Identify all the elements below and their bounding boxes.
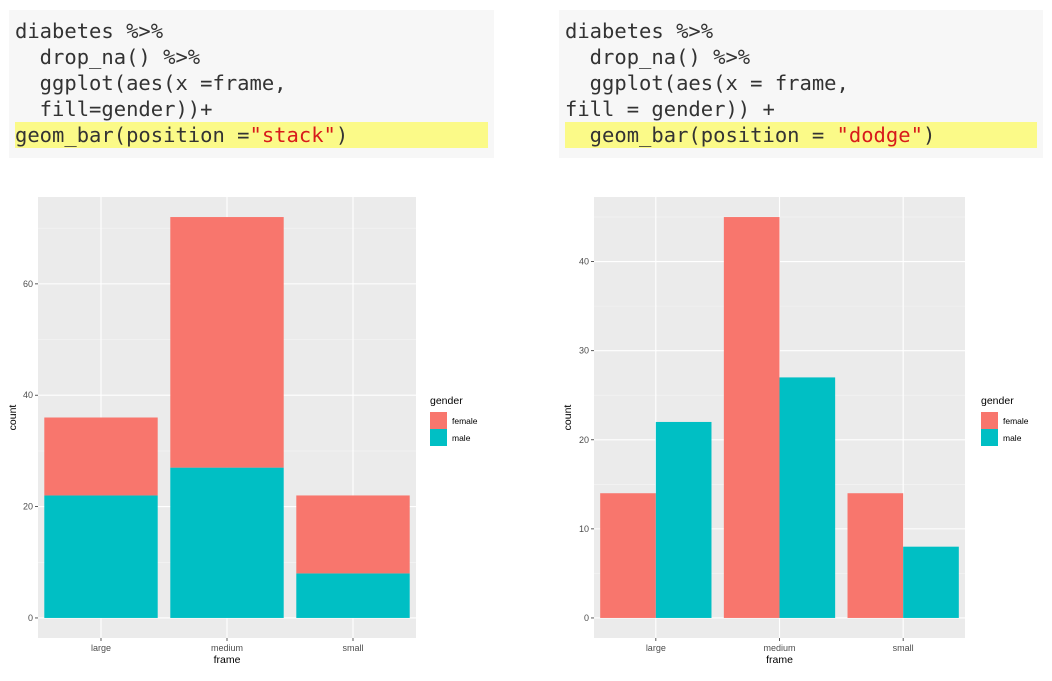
dodged-bar-chart: 0 10 20 30 40 large medium small frame count gende… [562, 197, 1029, 666]
code-line: ggplot(aes(x =frame, [15, 71, 287, 95]
bar-male [296, 573, 410, 618]
legend-label: male [1003, 433, 1022, 443]
legend-key-male [430, 429, 447, 446]
bar-female [44, 417, 158, 496]
y-tick-label: 20 [23, 502, 33, 512]
legend-key-female [430, 412, 447, 429]
y-tick-label: 60 [23, 279, 33, 289]
legend-key-male [981, 429, 998, 446]
bar-male [655, 421, 712, 618]
code-line: geom_bar(position ="stack") [15, 122, 488, 148]
code-line: fill = gender)) + [565, 97, 775, 121]
code-string-literal: "stack" [249, 123, 336, 147]
legend-title: gender [981, 395, 1014, 407]
code-line: fill=gender))+ [15, 97, 213, 121]
code-line: diabetes %>% [565, 19, 714, 43]
y-tick-label: 0 [584, 613, 589, 623]
code-line: drop_na() %>% [565, 45, 751, 69]
bar-female [296, 495, 410, 574]
code-text: geom_bar(position = [565, 123, 837, 147]
bar-female [170, 217, 284, 468]
bar-male [903, 546, 959, 618]
code-string-literal: "dodge" [836, 123, 923, 147]
code-block-stack: diabetes %>% drop_na() %>% ggplot(aes(x … [9, 10, 494, 158]
x-tick-label: medium [211, 643, 243, 653]
y-tick-label: 30 [579, 346, 589, 356]
legend-label: male [452, 433, 471, 443]
legend: gender female male [981, 395, 1029, 446]
x-axis-title: frame [214, 654, 241, 666]
code-block-dodge: diabetes %>% drop_na() %>% ggplot(aes(x … [559, 10, 1043, 158]
bar-female [723, 217, 780, 618]
code-line: diabetes %>% [15, 19, 164, 43]
x-tick-label: large [646, 643, 666, 653]
x-tick-label: large [91, 643, 111, 653]
y-tick-label: 20 [579, 435, 589, 445]
legend-label: female [452, 416, 478, 426]
legend: gender female male [430, 395, 478, 446]
bar-female [600, 493, 656, 618]
y-tick-label: 10 [579, 524, 589, 534]
legend-label: female [1003, 416, 1029, 426]
code-line: ggplot(aes(x = frame, [565, 71, 849, 95]
x-tick-label: small [342, 643, 363, 653]
x-tick-label: small [893, 643, 914, 653]
y-tick-label: 0 [28, 613, 33, 623]
bar-male [779, 377, 836, 618]
bar-female [847, 493, 904, 618]
code-line: geom_bar(position = "dodge") [565, 122, 1037, 148]
bar-male [44, 495, 158, 618]
code-text: ) [922, 123, 936, 147]
y-axis-title: count [562, 405, 574, 431]
code-text: ) [335, 123, 349, 147]
y-axis-title: count [7, 405, 19, 431]
code-text: geom_bar(position = [15, 123, 250, 147]
x-axis-title: frame [766, 654, 793, 666]
y-tick-label: 40 [579, 257, 589, 267]
x-tick-label: medium [763, 643, 795, 653]
legend-title: gender [430, 395, 463, 407]
stacked-bar-chart: 0 20 40 60 large medium small frame count gender f… [7, 197, 478, 666]
y-tick-label: 40 [23, 390, 33, 400]
bar-male [170, 467, 284, 618]
legend-key-female [981, 412, 998, 429]
code-line: drop_na() %>% [15, 45, 201, 69]
